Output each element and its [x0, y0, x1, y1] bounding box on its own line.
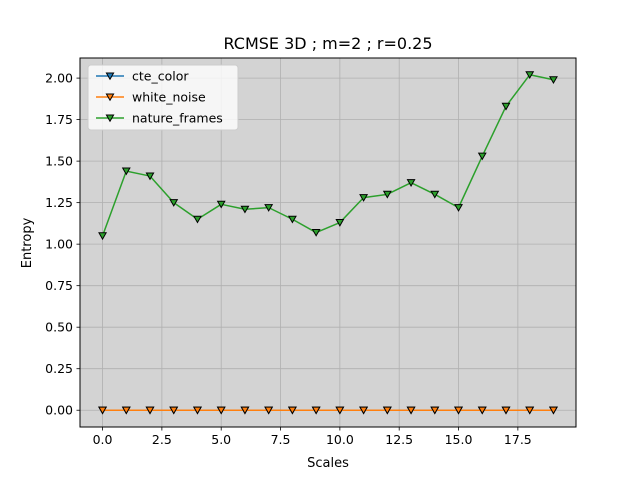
data-point — [335, 219, 345, 227]
data-point — [359, 194, 369, 202]
data-point — [169, 199, 179, 207]
data-point — [121, 167, 131, 176]
y-tick-label: 0.00 — [45, 403, 73, 418]
x-axis-label: Scales — [307, 456, 349, 471]
x-tick-label: 2.5 — [152, 432, 172, 447]
series-nature_frames — [98, 71, 558, 241]
data-point — [287, 406, 297, 415]
data-point — [169, 406, 179, 415]
data-point — [430, 190, 440, 199]
data-point — [121, 406, 131, 415]
y-tick-label: 0.50 — [45, 320, 73, 335]
data-point — [240, 205, 250, 214]
legend-label: cte_color — [132, 69, 189, 84]
data-point — [98, 232, 108, 241]
x-tick-label: 12.5 — [385, 432, 413, 447]
y-tick-label: 1.00 — [45, 237, 73, 252]
legend: cte_color white_noise nature_frames — [87, 64, 239, 131]
data-point — [406, 406, 416, 415]
y-tick-label: 2.00 — [45, 71, 73, 86]
legend-label: nature_frames — [132, 111, 223, 126]
x-tick-label: 7.5 — [271, 432, 291, 447]
data-point — [311, 228, 321, 237]
data-point — [98, 406, 108, 415]
data-point — [359, 406, 369, 415]
y-tick-label: 0.25 — [45, 361, 73, 376]
x-axis: 0.0 2.5 5.0 7.5 10.0 12.5 15.0 17.5 — [93, 427, 532, 447]
data-point — [311, 406, 321, 415]
data-point — [193, 406, 202, 415]
series-white_noise — [98, 406, 558, 415]
data-point — [548, 406, 558, 415]
data-point — [382, 190, 392, 199]
data-point — [477, 406, 487, 415]
x-tick-label: 5.0 — [211, 432, 231, 447]
y-tick-label: 0.75 — [45, 278, 73, 293]
data-point — [287, 215, 297, 224]
data-point — [430, 406, 440, 415]
legend-marker — [105, 72, 115, 81]
data-point — [406, 179, 416, 187]
x-tick-label: 0.0 — [93, 432, 113, 447]
y-tick-label: 1.50 — [45, 154, 73, 169]
legend-marker — [105, 93, 115, 102]
data-point — [477, 152, 487, 161]
x-tick-label: 15.0 — [445, 432, 473, 447]
chart-title: RCMSE 3D ; m=2 ; r=0.25 — [223, 34, 432, 53]
data-point — [193, 215, 202, 224]
data-point — [335, 406, 345, 415]
data-point — [525, 71, 535, 80]
data-point — [454, 204, 463, 212]
data-point — [145, 406, 155, 415]
data-point — [501, 406, 511, 415]
x-tick-label: 10.0 — [326, 432, 354, 447]
data-point — [145, 172, 155, 181]
data-point — [382, 406, 392, 415]
data-point — [216, 200, 226, 209]
data-point — [240, 406, 250, 415]
plot-frame — [79, 57, 577, 428]
data-point — [501, 102, 511, 111]
x-tick-label: 17.5 — [504, 432, 532, 447]
data-point — [525, 406, 535, 415]
y-tick-label: 1.75 — [45, 112, 73, 127]
legend-label: white_noise — [132, 90, 206, 105]
legend-box — [87, 64, 239, 131]
data-point — [454, 406, 463, 415]
data-point — [264, 406, 274, 415]
legend-marker — [105, 114, 115, 123]
series-line — [101, 74, 554, 237]
y-axis-label: Entropy — [20, 217, 35, 268]
y-tick-label: 1.25 — [45, 195, 73, 210]
series-layer — [98, 71, 558, 415]
data-point — [264, 204, 274, 212]
data-point — [548, 76, 558, 85]
data-point — [216, 406, 226, 415]
y-axis: 0.00 0.25 0.50 0.75 1.00 1.25 1.50 1.75 2.00 — [45, 71, 80, 418]
